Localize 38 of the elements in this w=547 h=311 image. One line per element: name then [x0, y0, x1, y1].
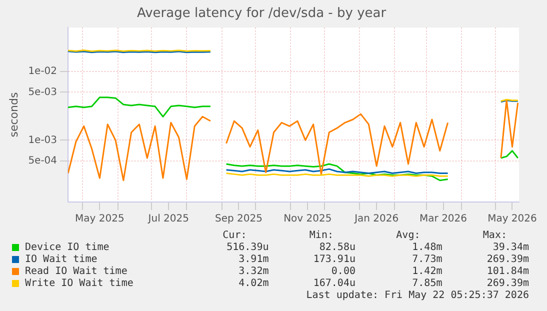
text: 7.85m — [411, 278, 442, 289]
text: Max: — [482, 230, 508, 241]
text: 3.91m — [238, 254, 269, 265]
y-tick-label: 5e-04 — [28, 155, 58, 166]
text: Avg: — [395, 230, 422, 241]
chart-title: Average latency for /dev/sda - by year — [136, 6, 387, 22]
y-tick-label: 5e-03 — [28, 86, 58, 98]
legend-label: Read IO Wait time — [25, 266, 128, 277]
text: 7.73m — [411, 254, 442, 265]
text: 39.34m — [492, 242, 529, 253]
legend-label: Write IO Wait time — [25, 278, 134, 289]
text: Min: — [308, 230, 334, 241]
text: 269.39m — [486, 278, 529, 289]
y-tick-label: 1e-02 — [28, 66, 58, 78]
text: 3.32m — [238, 266, 269, 277]
x-tick-label: Nov 2025 — [284, 214, 332, 225]
y-tick-label: 1e-03 — [28, 134, 58, 146]
y-axis-title: seconds — [7, 92, 20, 138]
text: 269.39m — [486, 254, 529, 265]
text: 101.84m — [486, 266, 529, 277]
legend-label: IO Wait time — [25, 254, 98, 265]
text: Last update: Fri May 22 05:25:37 2026 — [305, 290, 529, 301]
legend-label: Device IO time — [25, 242, 110, 253]
text: 82.58u — [318, 242, 356, 253]
text: 516.39u — [226, 242, 269, 253]
x-tick-label: May 2025 — [75, 214, 124, 225]
x-tick-label: May 2026 — [488, 214, 537, 225]
x-tick-label: Jan 2026 — [354, 214, 399, 225]
text: Cur: — [222, 230, 248, 241]
text: 4.02m — [238, 278, 269, 289]
text: 173.91u — [312, 254, 356, 265]
x-tick-label: Jul 2025 — [147, 214, 189, 225]
x-tick-label: Sep 2025 — [214, 214, 262, 225]
text: 0.00 — [330, 266, 356, 277]
text: 1.42m — [411, 266, 442, 277]
x-tick-label: Mar 2026 — [420, 214, 468, 225]
text: 1.48m — [411, 242, 442, 253]
text: 167.04u — [312, 278, 356, 289]
